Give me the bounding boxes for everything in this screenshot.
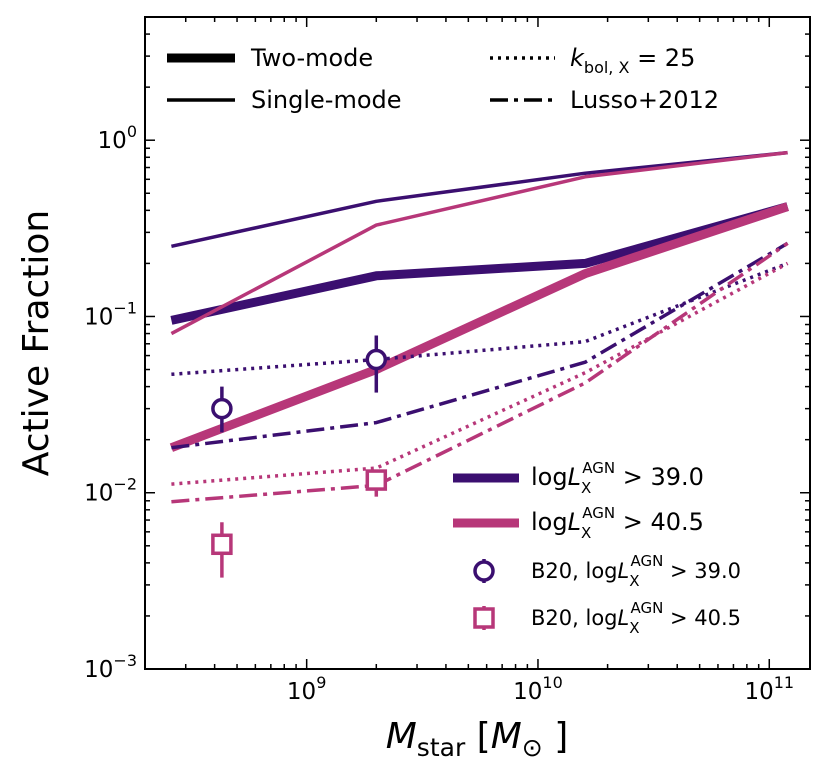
legend-label-circle: B20, logLXAGN > 39.0 (531, 552, 741, 590)
series-line-kbol25-pink (171, 261, 789, 486)
series-line-single-mode-purple (171, 150, 788, 249)
series-line-lusso2012-purple (171, 241, 789, 450)
x-tick-label: 1010 (513, 673, 563, 705)
data-point-circle (365, 348, 388, 371)
legend-label-square: B20, logLXAGN > 40.5 (531, 599, 741, 637)
x-tick-label: 109 (287, 673, 326, 705)
plot-frame (144, 16, 811, 670)
legend-label-lusso2012: Lusso+2012 (570, 86, 719, 114)
legend-label-two-mode: Two-mode (250, 44, 373, 72)
y-tick-label: 10−1 (84, 298, 137, 330)
legend-label-line: logLXAGN > 39.0 (531, 459, 704, 497)
series-line-two-mode-purple (170, 202, 789, 325)
legend-marker-circle (473, 560, 495, 582)
y-tick-label: 10−3 (84, 651, 137, 683)
data-point-square (211, 533, 233, 556)
y-tick-label: 10−2 (84, 475, 137, 507)
legend-marker-square (473, 607, 495, 629)
legend-label-single-mode: Single-mode (251, 86, 402, 114)
legend-label-kbol25: kbol, X = 25 (570, 44, 695, 77)
series-line-lusso2012-pink (171, 241, 789, 504)
data-point-square (365, 469, 388, 491)
data-point-circle (211, 397, 233, 420)
x-tick-label: 1011 (744, 673, 794, 705)
y-axis-title: Active Fraction (16, 210, 57, 477)
x-axis-title: Mstar [M⊙ ] (386, 716, 569, 762)
y-tick-label: 100 (98, 122, 137, 154)
legend-label-line: logLXAGN > 40.5 (531, 504, 704, 542)
series-line-single-mode-pink (170, 150, 788, 336)
series-line-two-mode-pink (169, 202, 790, 452)
